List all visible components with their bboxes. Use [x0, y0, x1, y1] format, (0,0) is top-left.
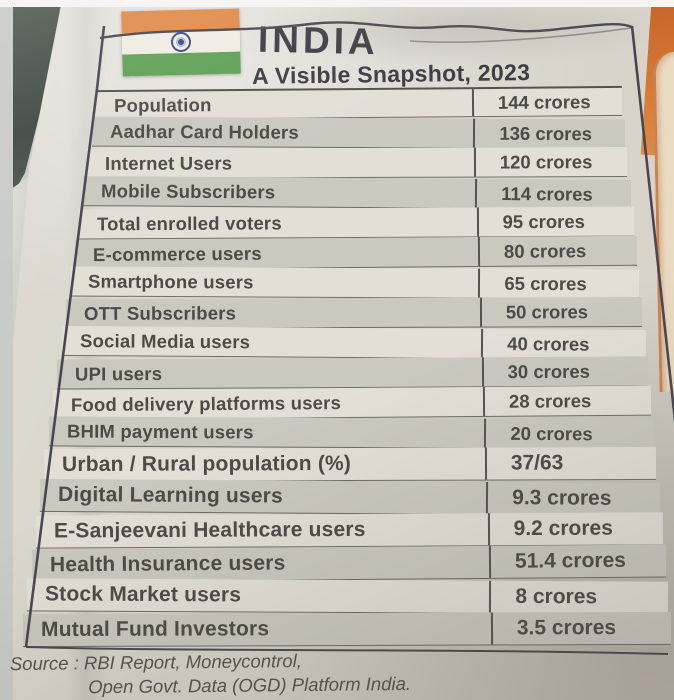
table-row: Population 144 crores	[95, 85, 623, 121]
table-row: Food delivery platforms users 28 crores	[52, 385, 652, 421]
metric-value: 28 crores	[482, 385, 652, 416]
metric-label: OTT Subscribers	[83, 301, 237, 324]
table-row: Smartphone users 65 crores	[70, 266, 640, 300]
ashoka-chakra-icon	[170, 32, 192, 53]
table-row: BHIM payment users 20 crores	[48, 416, 654, 450]
flag-white-band	[121, 30, 241, 55]
metric-value: 20 crores	[484, 418, 654, 449]
metric-value: 8 crores	[489, 580, 669, 614]
page-title: INDIA	[257, 18, 380, 63]
table-row: E-commerce users 80 crores	[74, 235, 637, 271]
metric-label: Smartphone users	[88, 270, 254, 292]
metric-value: 95 crores	[476, 206, 634, 237]
source-line-2: Open Govt. Data (OGD) Platform India.	[88, 672, 412, 697]
metric-value: 144 crores	[471, 87, 623, 117]
metric-value: 30 crores	[481, 356, 649, 387]
metric-value: 37/63	[485, 446, 657, 480]
metric-label: Aadhar Card Holders	[109, 120, 299, 143]
table-row: Total enrolled voters 95 crores	[78, 206, 634, 240]
india-flag-icon	[121, 8, 241, 77]
metric-label: Total enrolled voters	[96, 211, 282, 234]
metric-label: Health Insurance users	[49, 551, 286, 577]
metric-label: BHIM payment users	[66, 420, 254, 442]
source-note: Source : RBI Report, Moneycontrol, Open …	[10, 648, 411, 700]
flag-saffron-band	[121, 8, 240, 34]
metric-value: 3.5 crores	[490, 611, 672, 645]
table-row: Urban / Rural population (%) 37/63	[44, 446, 657, 483]
table-row: Mutual Fund Investors 3.5 crores	[22, 611, 672, 648]
metric-value: 50 crores	[479, 296, 643, 327]
metric-label: UPI users	[75, 362, 163, 384]
metric-label: Stock Market users	[45, 582, 242, 607]
metric-value: 114 crores	[475, 178, 631, 209]
table-row: Stock Market users 8 crores	[27, 578, 669, 615]
metric-label: E-commerce users	[92, 242, 262, 265]
photo-edge-strip	[0, 0, 13, 700]
metric-value: 9.3 crores	[486, 481, 660, 516]
metric-label: Digital Learning users	[58, 482, 284, 508]
table-row: OTT Subscribers 50 crores	[65, 296, 643, 330]
metric-value: 80 crores	[477, 235, 637, 267]
metric-value: 136 crores	[473, 118, 625, 149]
table-row: Mobile Subscribers 114 crores	[82, 176, 631, 210]
metric-label: Population	[113, 93, 212, 116]
table-row: UPI users 30 crores	[57, 356, 649, 390]
table-row: Aadhar Card Holders 136 crores	[91, 116, 625, 150]
metric-value: 40 crores	[480, 328, 646, 360]
metric-label: Mutual Fund Investors	[40, 617, 270, 642]
statistics-table: Population 144 crores Aadhar Card Holders 1…	[0, 85, 674, 648]
metric-value: 9.2 crores	[487, 512, 663, 546]
table-row: E-Sanjeevani Healthcare users 9.2 crores	[35, 512, 663, 549]
metric-label: E-Sanjeevani Healthcare users	[53, 517, 366, 543]
table-row: Digital Learning users 9.3 crores	[39, 478, 660, 517]
metric-value: 120 crores	[474, 147, 628, 177]
flag-green-band	[122, 51, 241, 77]
metric-value: 51.4 crores	[488, 544, 666, 578]
photo-top-edge	[0, 0, 674, 7]
metric-label: Mobile Subscribers	[101, 179, 276, 202]
page-subtitle: A Visible Snapshot, 2023	[251, 59, 531, 89]
table-row: Internet Users 120 crores	[87, 147, 628, 179]
metric-label: Food delivery platforms users	[70, 391, 342, 415]
metric-label: Social Media users	[79, 329, 250, 352]
metric-value: 65 crores	[478, 268, 640, 299]
table-row: Social Media users 40 crores	[61, 325, 646, 361]
table-row: Health Insurance users 51.4 crores	[31, 544, 666, 583]
metric-label: Internet Users	[105, 151, 233, 174]
metric-label: Urban / Rural population (%)	[62, 451, 352, 477]
